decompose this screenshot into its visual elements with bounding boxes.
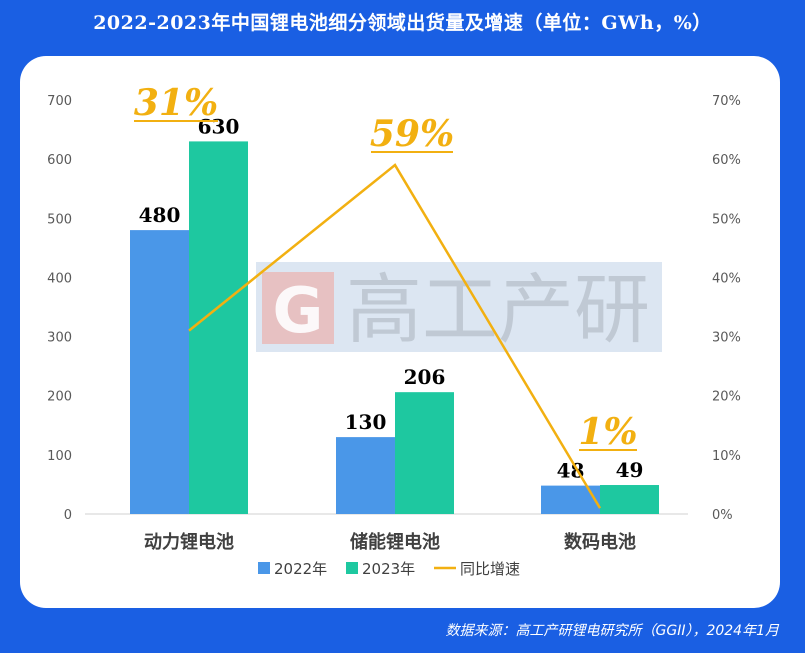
- growth-label: 59%: [370, 113, 454, 155]
- growth-line-group: 31% 59% 1%: [134, 82, 638, 509]
- category-labels: 动力锂电池 储能锂电池 数码电池: [144, 531, 636, 553]
- left-tick-label: 700: [47, 94, 72, 109]
- right-tick-label: 30%: [712, 331, 741, 346]
- category-label: 储能锂电池: [349, 531, 440, 553]
- watermark-text: 高工产研: [346, 265, 650, 354]
- left-tick-label: 400: [47, 271, 72, 286]
- growth-line: [188, 163, 602, 509]
- bar-2022: [130, 230, 189, 514]
- legend-label-2023: 2023年: [362, 560, 415, 578]
- chart-title: 2022-2023年中国锂电池细分领域出货量及增速（单位：GWh，%）: [93, 12, 712, 34]
- data-source: 数据来源：高工产研锂电研究所（GGII），2024年1月: [445, 623, 780, 639]
- left-tick-label: 200: [47, 390, 72, 405]
- bar-2023: [189, 141, 248, 514]
- category-label: 动力锂电池: [144, 531, 234, 553]
- category-label: 数码电池: [564, 531, 636, 553]
- bars: [130, 141, 659, 514]
- growth-label: 31%: [134, 82, 218, 124]
- left-tick-label: 300: [47, 331, 72, 346]
- right-tick-label: 10%: [712, 449, 741, 464]
- left-tick-label: 100: [47, 449, 72, 464]
- right-tick-label: 20%: [712, 390, 741, 405]
- bar-value-labels: 480 630 130 206 48 49: [139, 114, 644, 482]
- left-tick-label: 500: [47, 212, 72, 227]
- bar-value-label: 480: [139, 203, 181, 227]
- legend-swatch-2023: [346, 562, 358, 574]
- bar-2022: [541, 485, 600, 514]
- watermark-g-letter: G: [273, 274, 324, 347]
- bar-value-label: 130: [345, 410, 387, 434]
- legend: 2022年 2023年 同比增速: [258, 560, 520, 578]
- watermark-logo: G 高工产研: [256, 262, 662, 354]
- legend-swatch-2022: [258, 562, 270, 574]
- left-tick-label: 0: [64, 508, 72, 523]
- growth-label: 1%: [578, 411, 637, 453]
- right-axis: 0% 10% 20% 30% 40% 50% 60% 70%: [712, 94, 741, 523]
- bar-value-label: 630: [198, 114, 240, 138]
- bar-value-label: 49: [616, 458, 644, 482]
- right-tick-label: 60%: [712, 153, 741, 168]
- bar-2022: [336, 437, 395, 514]
- legend-label-2022: 2022年: [274, 560, 327, 578]
- legend-label-growth: 同比增速: [460, 560, 520, 578]
- bar-value-label: 48: [557, 459, 585, 483]
- right-tick-label: 70%: [712, 94, 741, 109]
- watermark-g-box: [262, 272, 334, 344]
- bar-value-label: 206: [404, 365, 446, 389]
- right-tick-label: 0%: [712, 508, 733, 523]
- bar-2023: [600, 485, 659, 514]
- left-tick-label: 600: [47, 153, 72, 168]
- left-axis: 0 100 200 300 400 500 600 700: [47, 94, 72, 523]
- bar-2023: [395, 392, 454, 514]
- right-tick-label: 50%: [712, 212, 741, 227]
- right-tick-label: 40%: [712, 271, 741, 286]
